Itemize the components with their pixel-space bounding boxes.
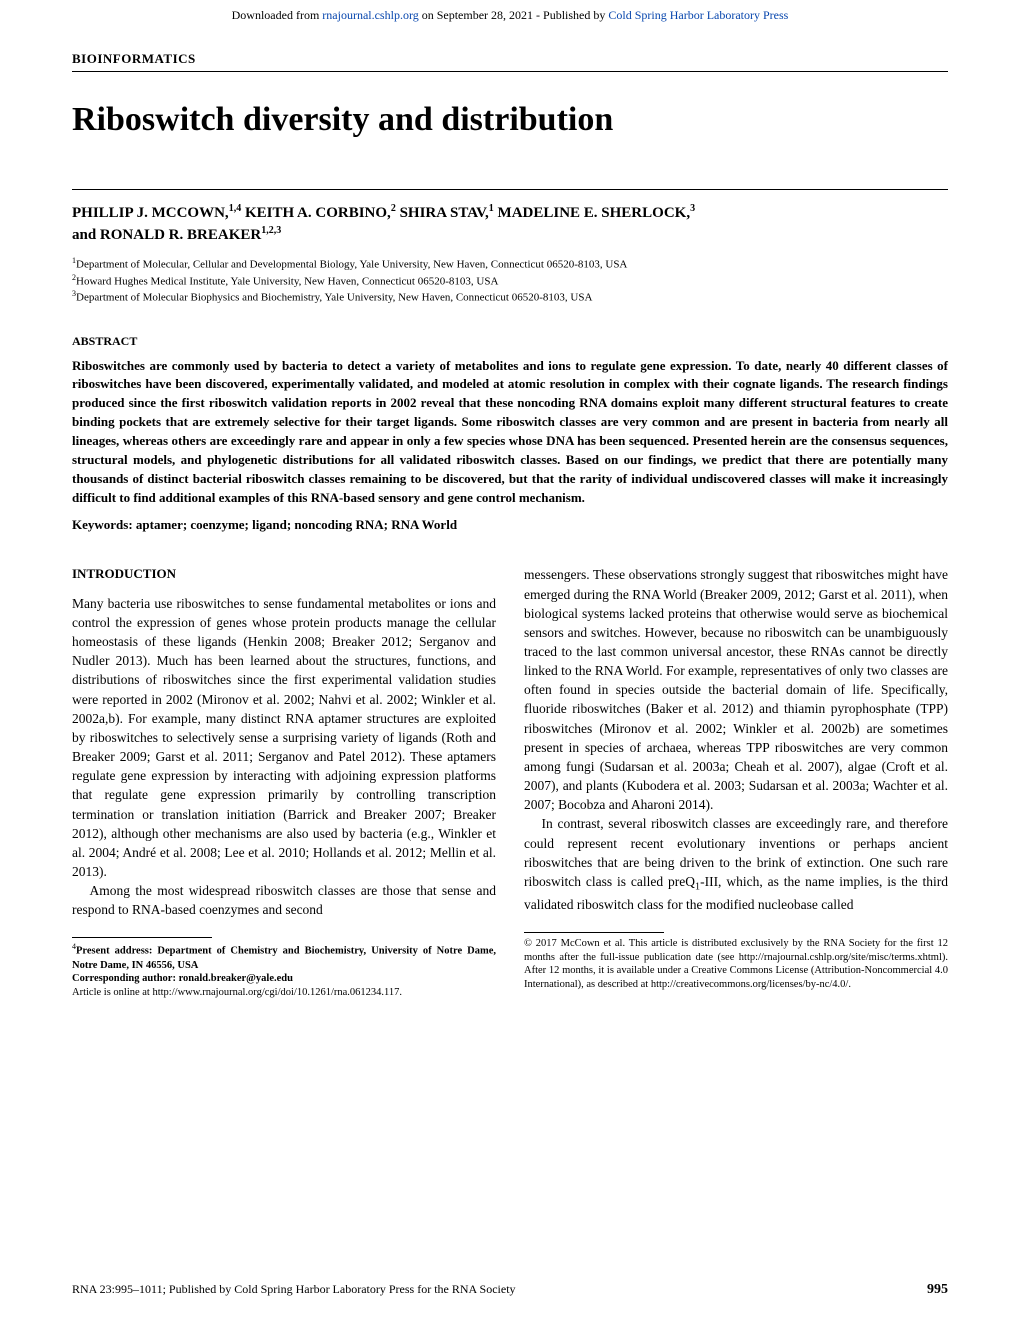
footnotes-right: © 2017 McCown et al. This article is dis… <box>524 937 948 992</box>
page-number: 995 <box>927 1282 948 1298</box>
aff-3: Department of Molecular Biophysics and B… <box>76 292 592 304</box>
top-rule <box>72 71 948 72</box>
fn1-text: Present address: Department of Chemistry… <box>72 946 496 971</box>
intro-heading: INTRODUCTION <box>72 565 496 583</box>
right-para-2: In contrast, several riboswitch classes … <box>524 814 948 914</box>
section-tag: BIOINFORMATICS <box>72 51 948 67</box>
author-4: MADELINE E. SHERLOCK, <box>498 205 691 221</box>
left-column: INTRODUCTION Many bacteria use riboswitc… <box>72 565 496 999</box>
footnote-rule-left <box>72 937 212 938</box>
author-3: SHIRA STAV, <box>400 205 489 221</box>
right-para-1: messengers. These observations strongly … <box>524 565 948 814</box>
author-1-sup: 1,4 <box>229 203 242 214</box>
author-2-sup: 2 <box>391 203 396 214</box>
left-para-1: Many bacteria use riboswitches to sense … <box>72 594 496 881</box>
header-prefix: Downloaded from <box>232 8 323 22</box>
abstract-heading: ABSTRACT <box>72 334 948 349</box>
download-header: Downloaded from rnajournal.cshlp.org on … <box>0 0 1020 31</box>
author-5-sup: 1,2,3 <box>261 225 281 236</box>
fn2-label: Corresponding author: <box>72 973 179 984</box>
aff-1: Department of Molecular, Cellular and De… <box>76 259 627 271</box>
author-1: PHILLIP J. MCCOWN, <box>72 205 229 221</box>
authors-block: PHILLIP J. MCCOWN,1,4 KEITH A. CORBINO,2… <box>72 202 948 246</box>
header-link-publisher[interactable]: Cold Spring Harbor Laboratory Press <box>608 8 788 22</box>
author-rule <box>72 189 948 190</box>
body-columns: INTRODUCTION Many bacteria use riboswitc… <box>72 565 948 999</box>
author-4-sup: 3 <box>690 203 695 214</box>
page-footer: RNA 23:995–1011; Published by Cold Sprin… <box>72 1282 948 1298</box>
affiliations-block: 1Department of Molecular, Cellular and D… <box>72 256 948 306</box>
abstract-text: Riboswitches are commonly used by bacter… <box>72 357 948 508</box>
right-column: messengers. These observations strongly … <box>524 565 948 999</box>
fn2-email: ronald.breaker@yale.edu <box>179 973 293 984</box>
footnote-rule-right <box>524 932 664 933</box>
author-5: and RONALD R. BREAKER <box>72 227 261 243</box>
header-mid: on September 28, 2021 - Published by <box>419 8 609 22</box>
paper-title: Riboswitch diversity and distribution <box>72 100 948 139</box>
page-body: BIOINFORMATICS Riboswitch diversity and … <box>0 31 1020 1000</box>
keywords: Keywords: aptamer; coenzyme; ligand; non… <box>72 517 948 533</box>
author-3-sup: 1 <box>489 203 494 214</box>
aff-2: Howard Hughes Medical Institute, Yale Un… <box>76 275 498 287</box>
author-2: KEITH A. CORBINO, <box>245 205 391 221</box>
footnotes-left: 4Present address: Department of Chemistr… <box>72 942 496 999</box>
header-link-journal[interactable]: rnajournal.cshlp.org <box>322 8 418 22</box>
fn3-text: Article is online at http://www.rnajourn… <box>72 987 402 998</box>
left-para-2: Among the most widespread riboswitch cla… <box>72 881 496 919</box>
footer-citation: RNA 23:995–1011; Published by Cold Sprin… <box>72 1282 516 1298</box>
